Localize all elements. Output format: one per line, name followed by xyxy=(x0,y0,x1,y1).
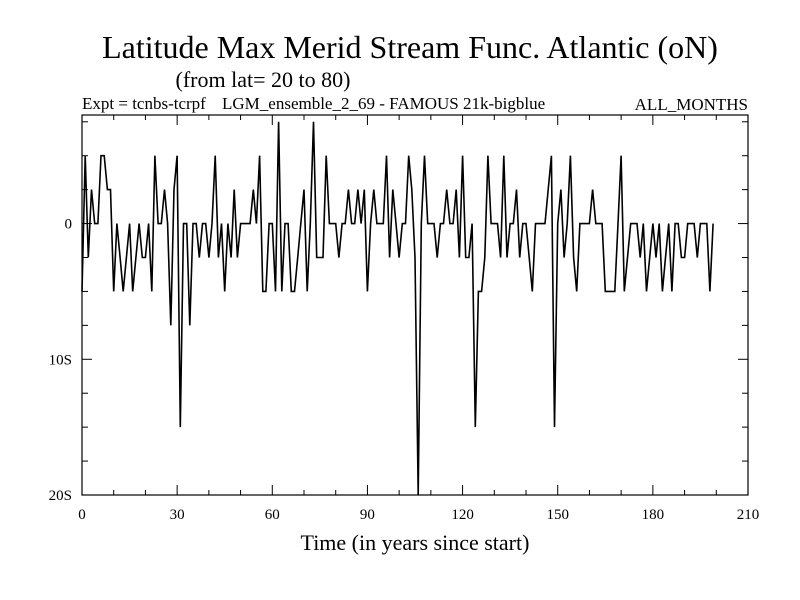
run-label: LGM_ensemble_2_69 - FAMOUS 21k-bigblue xyxy=(222,94,545,113)
plot-frame xyxy=(81,114,749,496)
series-layer xyxy=(81,121,714,496)
y-tick-label: 10S xyxy=(49,352,72,368)
x-tick-label: 150 xyxy=(546,507,569,523)
chart-title: Latitude Max Merid Stream Func. Atlantic… xyxy=(102,29,718,65)
y-axis: 0 10S 20S xyxy=(49,121,748,504)
x-tick-label: 0 xyxy=(78,507,86,523)
series-line xyxy=(81,121,714,496)
x-axis-label: Time (in years since start) xyxy=(301,530,530,555)
y-tick-label: 0 xyxy=(65,217,73,233)
x-tick-label: 180 xyxy=(642,507,665,523)
x-tick-label: 90 xyxy=(360,507,375,523)
x-axis: 0 30 60 90 120 150 180 210 xyxy=(78,115,759,523)
x-tick-label: 120 xyxy=(451,507,474,523)
chart-subtitle: (from lat= 20 to 80) xyxy=(176,67,351,92)
period-label: ALL_MONTHS xyxy=(635,95,748,114)
x-tick-label: 30 xyxy=(170,507,185,523)
expt-label: Expt = tcnbs-tcrpf xyxy=(82,94,206,113)
x-tick-label: 60 xyxy=(265,507,280,523)
y-tick-label: 20S xyxy=(49,488,72,504)
x-tick-label: 210 xyxy=(737,507,760,523)
